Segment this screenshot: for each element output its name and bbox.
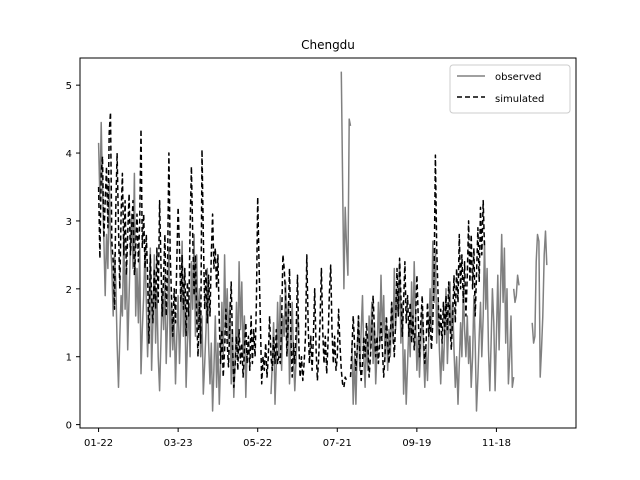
series-observed-segment — [340, 71, 352, 290]
y-tick-label: 5 — [66, 81, 72, 92]
series-observed-segment — [351, 233, 515, 412]
x-tick-label: 07-21 — [323, 438, 352, 449]
series-observed-segment — [531, 230, 548, 378]
x-tick-label: 05-22 — [243, 438, 272, 449]
legend-label-observed: observed — [495, 72, 541, 83]
y-tick-label: 2 — [66, 285, 72, 296]
y-axis: 0 1 2 3 4 5 — [66, 81, 80, 432]
series-observed-segment — [97, 121, 248, 412]
legend-box — [449, 64, 571, 114]
series-observed-segment — [512, 274, 520, 304]
legend: observed simulated — [449, 64, 571, 114]
x-tick-label: 11-18 — [482, 438, 511, 449]
series-simulated-segment — [349, 154, 486, 382]
y-tick-label: 4 — [66, 149, 72, 160]
y-tick-label: 0 — [66, 421, 72, 432]
plot-frame — [79, 57, 577, 429]
y-tick-label: 1 — [66, 353, 72, 364]
series-observed-segment — [270, 281, 300, 405]
x-tick-label: 03-23 — [164, 438, 193, 449]
x-tick-label: 01-22 — [84, 438, 113, 449]
series-simulated-segment — [97, 111, 348, 389]
legend-label-simulated: simulated — [495, 94, 544, 105]
x-axis: 01-22 03-23 05-22 07-21 09-19 11-18 — [84, 428, 511, 449]
y-tick-label: 3 — [66, 217, 72, 228]
series-layer — [97, 71, 548, 412]
x-tick-label: 09-19 — [402, 438, 431, 449]
chart-title: Chengdu — [301, 38, 355, 52]
